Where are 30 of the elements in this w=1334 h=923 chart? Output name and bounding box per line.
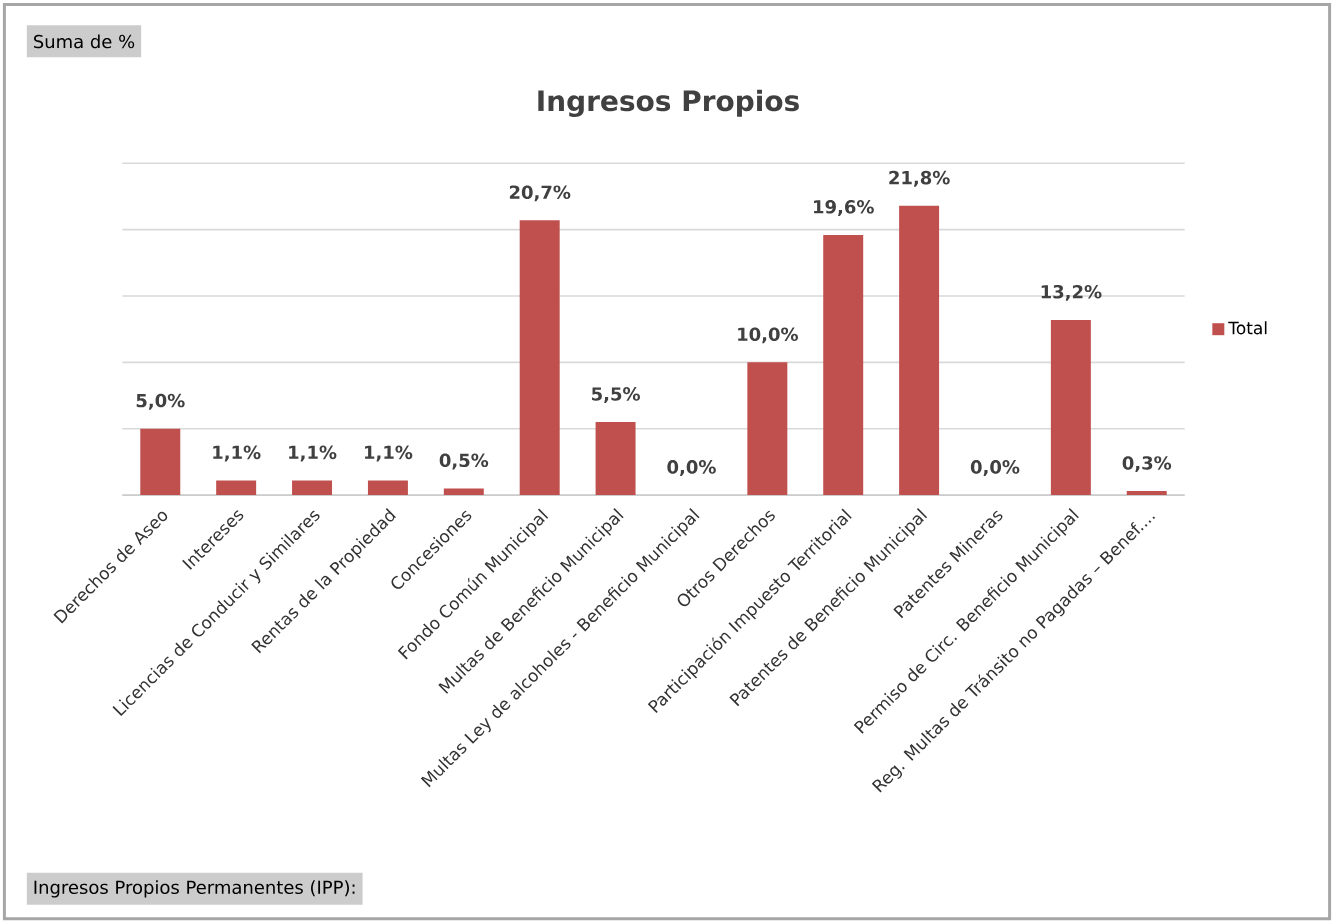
bar xyxy=(519,220,560,495)
chart-title: Ingresos Propios xyxy=(538,89,799,117)
data-label: 0,0% xyxy=(667,460,716,476)
bar xyxy=(292,480,333,495)
text: Suma de % xyxy=(33,34,135,49)
data-label: 5,0% xyxy=(136,393,185,410)
data-label: 13,2% xyxy=(1041,284,1102,301)
data-label: 19,6% xyxy=(814,199,874,216)
data-label: 1,1% xyxy=(213,445,261,462)
bar xyxy=(367,480,408,495)
bar xyxy=(140,428,181,495)
legend-label: Total xyxy=(1228,321,1267,335)
bar xyxy=(1126,490,1167,495)
bar xyxy=(899,205,940,495)
data-label: 0,5% xyxy=(439,453,489,470)
text: Ingresos Propios Permanentes (IPP): xyxy=(34,880,355,898)
bar xyxy=(443,488,484,495)
data-label: 0,0% xyxy=(970,460,1020,476)
bar xyxy=(216,480,257,495)
data-label: 5,5% xyxy=(592,387,640,403)
data-label: 21,8% xyxy=(889,170,950,187)
bar xyxy=(595,421,636,495)
data-label: 1,1% xyxy=(289,445,337,462)
bar xyxy=(823,234,864,495)
data-label: 10,0% xyxy=(738,327,798,344)
data-label: 1,1% xyxy=(365,445,413,462)
bar xyxy=(747,362,788,495)
data-label: 0,3% xyxy=(1122,456,1172,472)
bar xyxy=(1050,319,1091,495)
data-label: 20,7% xyxy=(509,185,571,202)
